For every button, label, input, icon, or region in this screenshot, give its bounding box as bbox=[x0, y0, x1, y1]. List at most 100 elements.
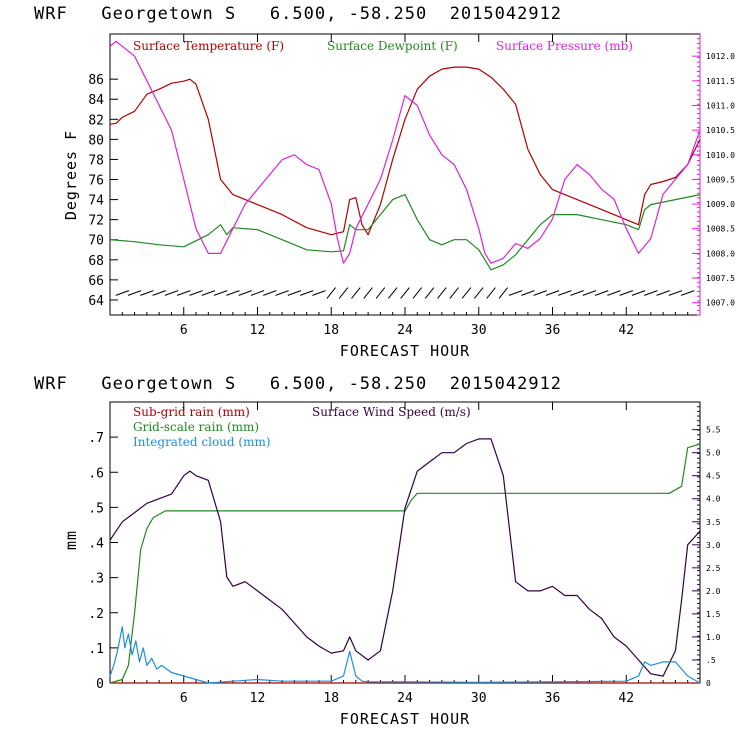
y2-tick-label: 2.0 bbox=[706, 587, 721, 596]
y-tick-label: 72 bbox=[88, 214, 104, 229]
wind-barb bbox=[582, 290, 597, 296]
chart2-title: WRF Georgetown S 6.500, -58.250 20150429… bbox=[34, 374, 562, 394]
chart2-legend-gridscale-rain: Grid-scale rain (mm) bbox=[133, 420, 259, 434]
x-tick-label: 24 bbox=[397, 691, 413, 706]
y2-tick-label: 1009.0 bbox=[706, 200, 735, 209]
y2-tick-label: 2.5 bbox=[706, 564, 721, 573]
chart1-y2-ticks: 1007.0 1007.5 1008.0 1008.5 1009.0 1009.5 1010… bbox=[692, 38, 735, 316]
y2-tick-label: 1.5 bbox=[706, 610, 721, 619]
y2-tick-label: 4.5 bbox=[706, 472, 721, 481]
y2-tick-label: 5.5 bbox=[706, 426, 721, 435]
wind-barb bbox=[461, 287, 472, 299]
y2-tick-label: 3.0 bbox=[706, 541, 721, 550]
wind-barb bbox=[127, 290, 142, 296]
wind-barb bbox=[607, 290, 621, 296]
y-tick-label: 78 bbox=[88, 153, 104, 168]
series-line-grid-scale-rain-mm bbox=[109, 443, 701, 684]
wind-barb bbox=[644, 290, 658, 296]
y-tick-label: .3 bbox=[88, 572, 104, 587]
x-tick-label: 18 bbox=[323, 323, 339, 338]
chart1-legend-temperature: Surface Temperature (F) bbox=[133, 39, 284, 53]
chart1-plot-frame bbox=[109, 33, 701, 316]
y-tick-label: 64 bbox=[88, 294, 104, 309]
chart2-legend-subgrid-rain: Sub-grid rain (mm) bbox=[133, 405, 250, 419]
chart2-legend-wind-speed: Surface Wind Speed (m/s) bbox=[312, 405, 471, 419]
wind-barb bbox=[656, 290, 670, 296]
chart1-x-axis-label: FORECAST HOUR bbox=[340, 342, 470, 360]
wind-barb bbox=[412, 287, 423, 299]
y-tick-label: 68 bbox=[88, 254, 104, 269]
wind-barb bbox=[250, 290, 265, 296]
y-tick-label: 82 bbox=[88, 113, 104, 128]
chart2-y2-ticks: 0 .5 1.0 1.5 2.0 2.5 3.0 3.5 4.0 4.5 5.0 5.5 bbox=[692, 406, 721, 688]
x-tick-label: 36 bbox=[545, 691, 561, 706]
y-tick-label: .7 bbox=[88, 431, 104, 446]
wind-barb bbox=[594, 290, 609, 296]
chart1-y-axis-label: Degrees F bbox=[62, 130, 80, 220]
wind-barb bbox=[263, 290, 277, 296]
y-tick-label: 66 bbox=[88, 274, 104, 289]
wind-barb bbox=[521, 290, 535, 296]
y-tick-label: 74 bbox=[88, 194, 104, 209]
wind-barb bbox=[668, 290, 683, 296]
wind-barb bbox=[287, 290, 302, 296]
y2-tick-label: 1009.5 bbox=[706, 175, 735, 184]
wind-barb bbox=[631, 290, 646, 296]
wind-barb bbox=[424, 287, 435, 299]
x-tick-label: 24 bbox=[397, 323, 413, 338]
y-tick-label: .6 bbox=[88, 466, 104, 481]
chart1-wind-barbs bbox=[115, 287, 695, 299]
y2-tick-label: 3.5 bbox=[706, 518, 721, 527]
wind-barb bbox=[558, 290, 572, 296]
wind-barb bbox=[680, 290, 695, 296]
x-tick-label: 30 bbox=[471, 323, 487, 338]
y2-tick-label: 1007.5 bbox=[706, 274, 735, 283]
wind-barb bbox=[508, 290, 523, 296]
y2-tick-label: 0 bbox=[706, 679, 711, 688]
y2-tick-label: 1010.0 bbox=[706, 151, 735, 160]
wind-barb bbox=[312, 290, 326, 296]
series-line-integrated-cloud-mm bbox=[109, 626, 701, 684]
wind-barb bbox=[299, 290, 314, 296]
y2-tick-label: 1008.5 bbox=[706, 225, 735, 234]
chart1-legend-pressure: Surface Pressure (mb) bbox=[496, 39, 633, 53]
chart1-title: WRF Georgetown S 6.500, -58.250 20150429… bbox=[34, 4, 562, 24]
x-tick-label: 12 bbox=[250, 323, 266, 338]
y2-tick-label: 1010.5 bbox=[706, 126, 735, 135]
wind-barb bbox=[570, 290, 584, 296]
wind-barb bbox=[486, 287, 496, 299]
series-line-surface-wind-speed-m-s bbox=[109, 438, 701, 677]
y-tick-label: 84 bbox=[88, 93, 104, 108]
series-line-surface-pressure-mb bbox=[109, 40, 701, 264]
wind-barb bbox=[363, 287, 373, 299]
wind-barb bbox=[619, 290, 633, 296]
chart2-y-axis-label: mm bbox=[62, 530, 80, 550]
x-tick-label: 42 bbox=[618, 323, 634, 338]
series-line-surface-temperature-f bbox=[109, 66, 701, 236]
wind-barb bbox=[326, 287, 336, 299]
y2-tick-label: 4.0 bbox=[706, 495, 721, 504]
chart2-x-axis-label: FORECAST HOUR bbox=[340, 710, 470, 728]
x-tick-label: 6 bbox=[180, 323, 188, 338]
wind-barb bbox=[400, 287, 410, 299]
wind-barb bbox=[338, 287, 349, 299]
y2-tick-label: 1011.0 bbox=[706, 101, 735, 110]
chart2-y-ticks: 0 .1 .2 .3 .4 .5 .6 .7 bbox=[88, 431, 118, 692]
wind-barb bbox=[140, 290, 154, 296]
series-line-surface-dewpoint-f bbox=[109, 194, 701, 271]
wind-barb bbox=[351, 287, 361, 299]
x-tick-label: 6 bbox=[180, 691, 188, 706]
y2-tick-label: 1008.0 bbox=[706, 249, 735, 258]
y2-tick-label: 5.0 bbox=[706, 449, 721, 458]
chart2-x-ticks: 6 12 18 24 30 36 42 bbox=[121, 402, 689, 706]
wind-barb bbox=[189, 290, 203, 296]
x-tick-label: 36 bbox=[545, 323, 561, 338]
chart1-series bbox=[109, 40, 701, 271]
y2-tick-label: 1012.0 bbox=[706, 52, 735, 61]
y-tick-label: 80 bbox=[88, 133, 104, 148]
y-tick-label: .5 bbox=[88, 501, 104, 516]
wind-barb bbox=[115, 290, 130, 296]
chart1-x-ticks: 6 12 18 24 30 36 42 bbox=[121, 34, 689, 338]
